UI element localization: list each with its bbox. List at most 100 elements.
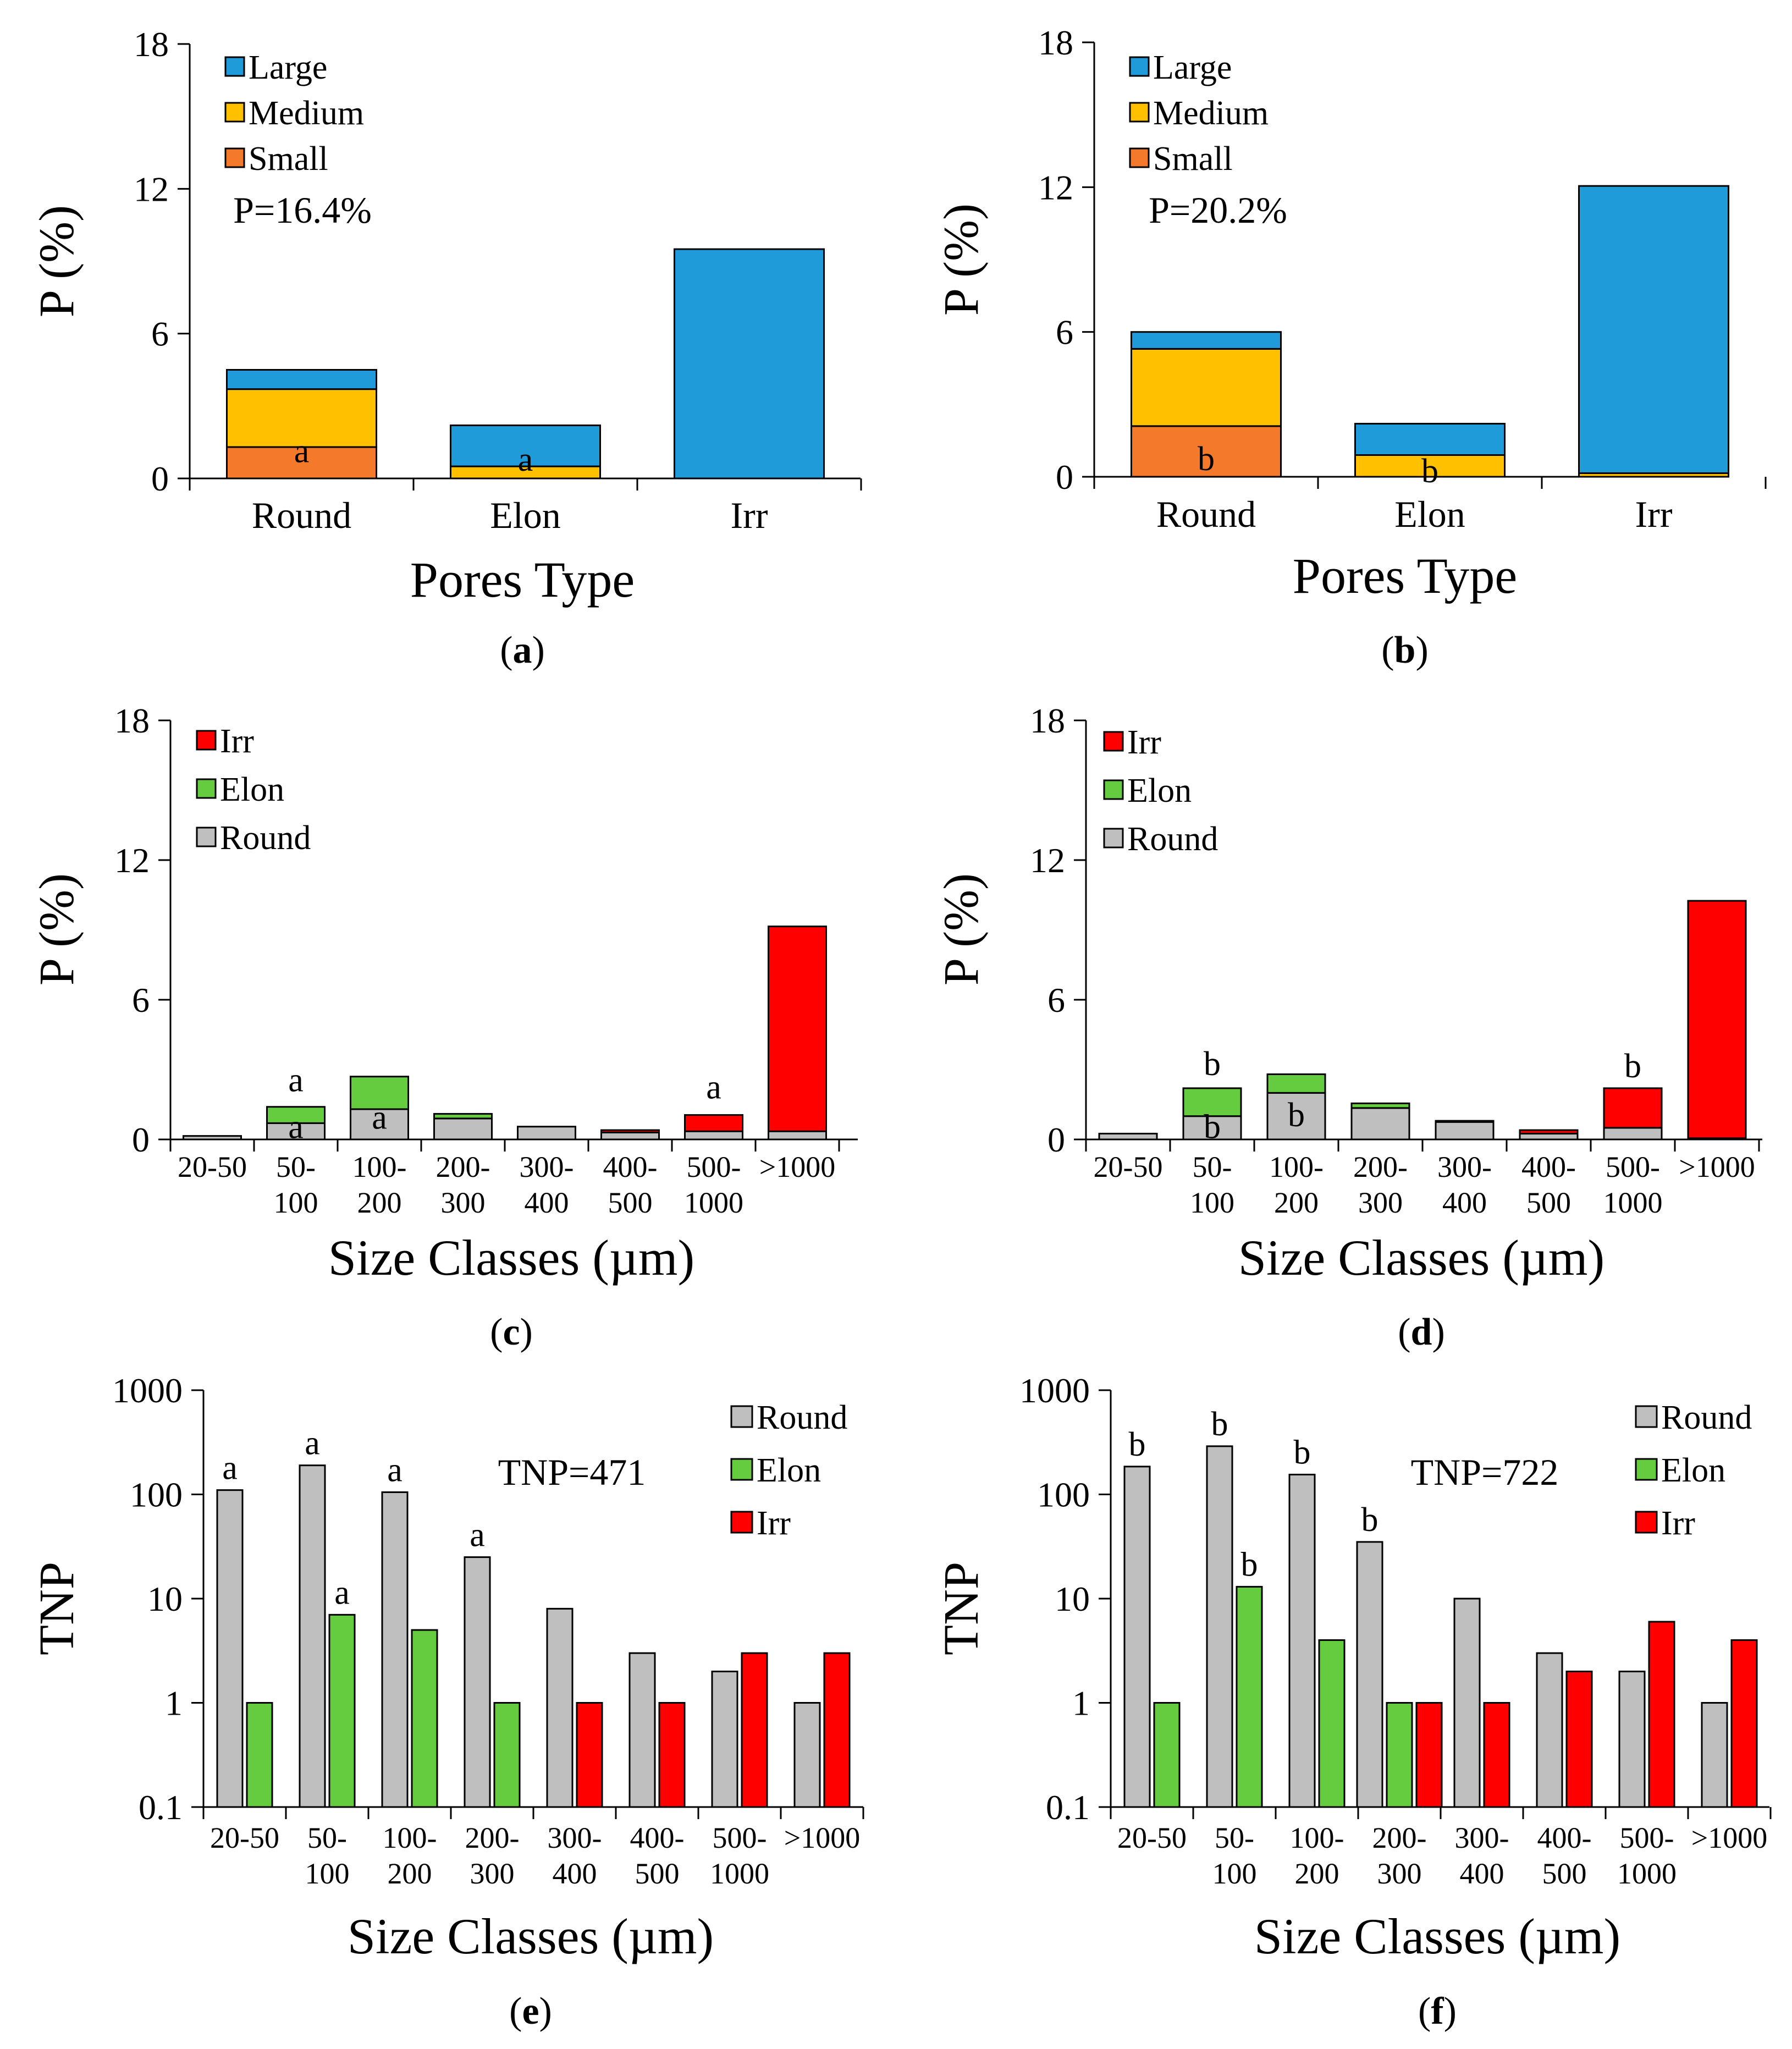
bar-round-3	[464, 1556, 491, 1808]
bar-elon-2	[1318, 1639, 1346, 1808]
y-tick-label: 18	[1030, 701, 1065, 740]
y-tick-label: 12	[114, 841, 150, 880]
legend-swatch-elon	[196, 778, 217, 799]
significance-letter: b	[1129, 1426, 1146, 1463]
y-tick-label: 1	[1072, 1684, 1090, 1723]
panel-label-letter: d	[1411, 1311, 1432, 1353]
bar-irr-7	[823, 1652, 851, 1808]
bar-irr-5	[1519, 1129, 1579, 1134]
bar-irr-7	[768, 926, 827, 1132]
y-tick-label: 100	[130, 1475, 183, 1514]
x-tick-label: 100	[274, 1186, 318, 1219]
significance-letter: a	[706, 1068, 721, 1106]
bar-irr-7	[1730, 1639, 1758, 1808]
bar-irr-6	[1648, 1621, 1675, 1808]
panel-label-paren: (	[1398, 1311, 1410, 1353]
significance-letter: b	[1624, 1048, 1641, 1085]
x-tick-label: 400-	[603, 1150, 658, 1183]
bar-round-0	[1123, 1466, 1151, 1808]
bar-irr-6	[684, 1114, 743, 1132]
y-tick-label: 0.1	[1046, 1788, 1090, 1827]
x-tick-label: Round	[252, 494, 351, 536]
x-tick-label: 200	[1274, 1186, 1319, 1219]
x-tick-label: 100-	[352, 1150, 407, 1183]
y-tick-label: 1	[165, 1684, 183, 1723]
bar-elon-3	[433, 1112, 493, 1120]
significance-letter: b	[1421, 453, 1438, 490]
y-tick-label: 12	[1030, 841, 1065, 880]
bar-elon-1	[1182, 1087, 1242, 1117]
x-tick-label: 20-50	[210, 1821, 279, 1854]
legend-swatch-small	[1129, 147, 1150, 168]
bar-elon-1	[1236, 1585, 1263, 1808]
bar-irr-6	[1603, 1087, 1663, 1129]
bar-round-5	[600, 1131, 660, 1141]
bar-elon-2	[1266, 1073, 1326, 1094]
panel-label-letter: f	[1431, 1990, 1444, 2033]
bar-irr-7	[1687, 900, 1747, 1139]
x-tick-label: 300	[470, 1857, 515, 1890]
legend-label: Elon	[757, 1452, 821, 1489]
legend-label: Small	[249, 140, 328, 178]
x-tick-label: 50-	[1215, 1821, 1254, 1854]
panel-label-paren: )	[539, 1990, 552, 2033]
y-tick-label: 0	[132, 1120, 150, 1159]
bar-round-7	[768, 1130, 827, 1141]
bar-elon-3	[1386, 1702, 1413, 1808]
bar-irr-5	[1565, 1670, 1593, 1808]
bar-large-0	[226, 369, 377, 390]
panel-label-paren: (	[1381, 629, 1394, 671]
x-tick-label: 1000	[1617, 1857, 1677, 1890]
x-tick-label: 200-	[465, 1821, 520, 1854]
x-tick-label: 500-	[687, 1150, 741, 1183]
bar-medium-0	[1131, 348, 1282, 427]
annotation: TNP=471	[498, 1451, 646, 1493]
bar-round-6	[711, 1670, 738, 1808]
legend-label: Round	[220, 819, 311, 857]
bar-round-7	[793, 1702, 821, 1808]
y-tick-label: 100	[1037, 1475, 1090, 1514]
bar-irr-6	[741, 1652, 768, 1808]
legend-label: Large	[249, 49, 327, 86]
annotation: P=20.2%	[1149, 189, 1287, 231]
bar-irr-4	[576, 1702, 603, 1808]
bar-elon-3	[493, 1702, 521, 1808]
significance-letter: a	[288, 1062, 304, 1099]
y-axis-title: P (%)	[934, 203, 989, 316]
significance-letter: a	[222, 1450, 238, 1487]
legend-label: Small	[1153, 140, 1233, 178]
panel-c: 0 6 12 18 20-50 50-100 100-200 200-300 300-400 40…	[30, 701, 858, 1353]
bar-round-5	[628, 1652, 656, 1808]
bar-large-2	[1578, 185, 1729, 474]
significance-letter: b	[1361, 1501, 1379, 1539]
bar-large-0	[1131, 331, 1282, 350]
legend-label: Round	[1661, 1399, 1752, 1436]
x-tick-label: 500	[608, 1186, 653, 1219]
y-tick-label: 18	[1038, 23, 1073, 62]
legend-swatch-large	[1129, 56, 1150, 77]
significance-letter: b	[1204, 1045, 1221, 1083]
legend-swatch-irr	[730, 1511, 753, 1534]
panel-label-letter: e	[522, 1990, 539, 2033]
panel-label-paren: (	[500, 629, 512, 671]
x-tick-label: 500	[1542, 1857, 1587, 1890]
legend-swatch-irr	[1103, 731, 1124, 752]
significance-letter: b	[1198, 440, 1215, 478]
annotation: P=16.4%	[233, 189, 372, 231]
legend-f: Round Elon Irr	[1635, 1399, 1752, 1542]
x-tick-label: 300-	[1437, 1150, 1492, 1183]
panel-label-paren: (	[490, 1311, 503, 1353]
panel-label-letter: a	[513, 629, 532, 671]
bar-irr-4	[1483, 1702, 1510, 1808]
x-tick-label: 300-	[1455, 1821, 1509, 1854]
significance-letter: b	[1288, 1097, 1305, 1134]
y-axis-title: P (%)	[30, 205, 84, 317]
legend-swatch-round	[1635, 1405, 1658, 1428]
legend-swatch-round	[196, 827, 217, 847]
x-tick-label: 300-	[548, 1821, 602, 1854]
bar-irr-5	[658, 1702, 686, 1808]
panel-label-paren: (	[509, 1990, 522, 2033]
bar-round-1	[1182, 1115, 1242, 1141]
x-tick-label: 200-	[1372, 1821, 1427, 1854]
bar-round-4	[517, 1126, 576, 1141]
